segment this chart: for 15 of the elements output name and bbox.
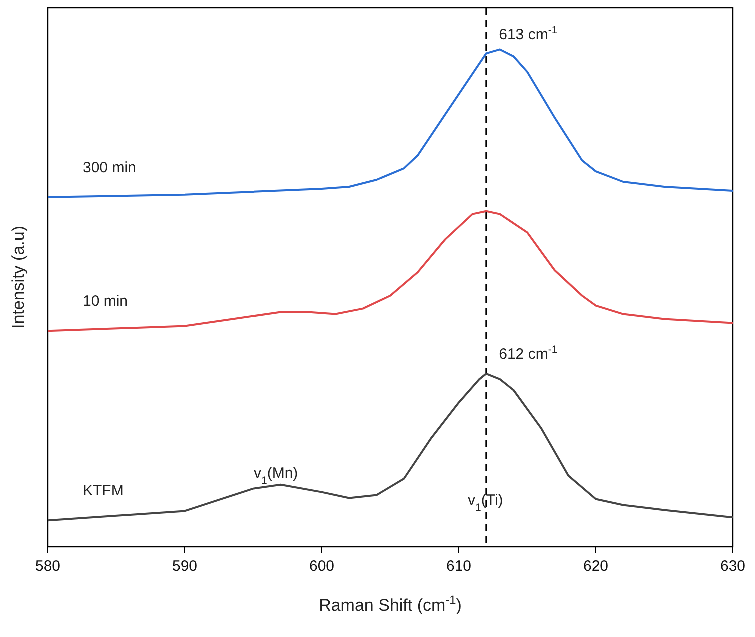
series-label: KTFM xyxy=(83,482,124,500)
x-tick-label: 590 xyxy=(172,558,198,575)
series-label: 10 min xyxy=(83,293,128,310)
x-tick-label: 630 xyxy=(720,558,746,575)
x-tick-label: 580 xyxy=(35,558,61,575)
annotation: v$_{1}$(Mn) xyxy=(254,465,298,487)
x-axis-title: Raman Shift (cm$^{-1}$) xyxy=(319,593,462,615)
x-tick-label: 620 xyxy=(583,558,609,575)
annotation: v$_{1}$(Ti) xyxy=(468,492,504,514)
x-tick-label: 610 xyxy=(446,558,472,575)
x-tick-label: 600 xyxy=(309,558,335,575)
annotation: 612 cm$^{-1}$ xyxy=(499,344,558,363)
annotation: 613 cm$^{-1}$ xyxy=(499,24,558,44)
y-axis-title: Intensity (a.u) xyxy=(9,226,28,329)
series-label: 300 min xyxy=(83,159,136,176)
